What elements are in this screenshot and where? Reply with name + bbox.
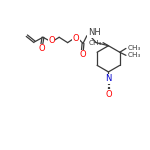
- Text: NH: NH: [88, 28, 100, 37]
- Text: N: N: [105, 74, 112, 83]
- Text: O: O: [48, 36, 55, 45]
- Text: O: O: [105, 90, 112, 99]
- Text: CH₃: CH₃: [128, 52, 141, 58]
- Text: O: O: [73, 33, 79, 42]
- Text: CH₃: CH₃: [128, 45, 141, 51]
- Text: O: O: [38, 44, 45, 53]
- Text: O: O: [80, 50, 86, 59]
- Text: CH₃: CH₃: [88, 40, 102, 46]
